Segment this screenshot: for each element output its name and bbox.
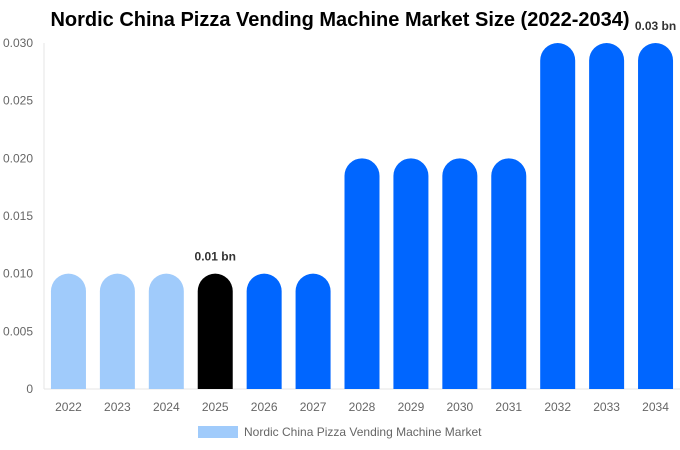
legend: Nordic China Pizza Vending Machine Marke… (198, 425, 481, 439)
x-tick-label: 2023 (104, 400, 131, 414)
bar (589, 43, 625, 389)
x-tick-label: 2024 (153, 400, 180, 414)
bar (491, 158, 527, 389)
y-tick-label: 0.010 (3, 267, 33, 281)
x-tick-label: 2031 (495, 400, 522, 414)
x-tick-label: 2029 (398, 400, 425, 414)
y-tick-label: 0.025 (3, 94, 33, 108)
bar (197, 273, 233, 389)
y-tick-label: 0.030 (3, 36, 33, 50)
chart-title: Nordic China Pizza Vending Machine Marke… (50, 9, 630, 31)
data-label: 0.03 bn (635, 19, 676, 33)
bar (638, 43, 674, 389)
y-tick-label: 0.020 (3, 151, 33, 165)
y-tick-label: 0.015 (3, 209, 33, 223)
x-tick-label: 2030 (446, 400, 473, 414)
bar (295, 273, 331, 389)
x-tick-label: 2022 (55, 400, 82, 414)
bar (50, 273, 86, 389)
y-tick-label: 0 (26, 382, 33, 396)
legend-swatch (198, 426, 238, 438)
x-tick-label: 2034 (642, 400, 669, 414)
bar (246, 273, 282, 389)
x-tick-label: 2032 (544, 400, 571, 414)
x-tick-label: 2033 (593, 400, 620, 414)
bar (393, 158, 429, 389)
x-tick-label: 2028 (349, 400, 376, 414)
x-tick-label: 2026 (251, 400, 278, 414)
bar (442, 158, 478, 389)
x-tick-label: 2027 (300, 400, 327, 414)
bar (344, 158, 380, 389)
bar (99, 273, 135, 389)
legend-label: Nordic China Pizza Vending Machine Marke… (244, 425, 482, 439)
x-tick-label: 2025 (202, 400, 229, 414)
data-label: 0.01 bn (195, 250, 236, 264)
bar (540, 43, 576, 389)
y-tick-label: 0.005 (3, 324, 33, 338)
bar (148, 273, 184, 389)
